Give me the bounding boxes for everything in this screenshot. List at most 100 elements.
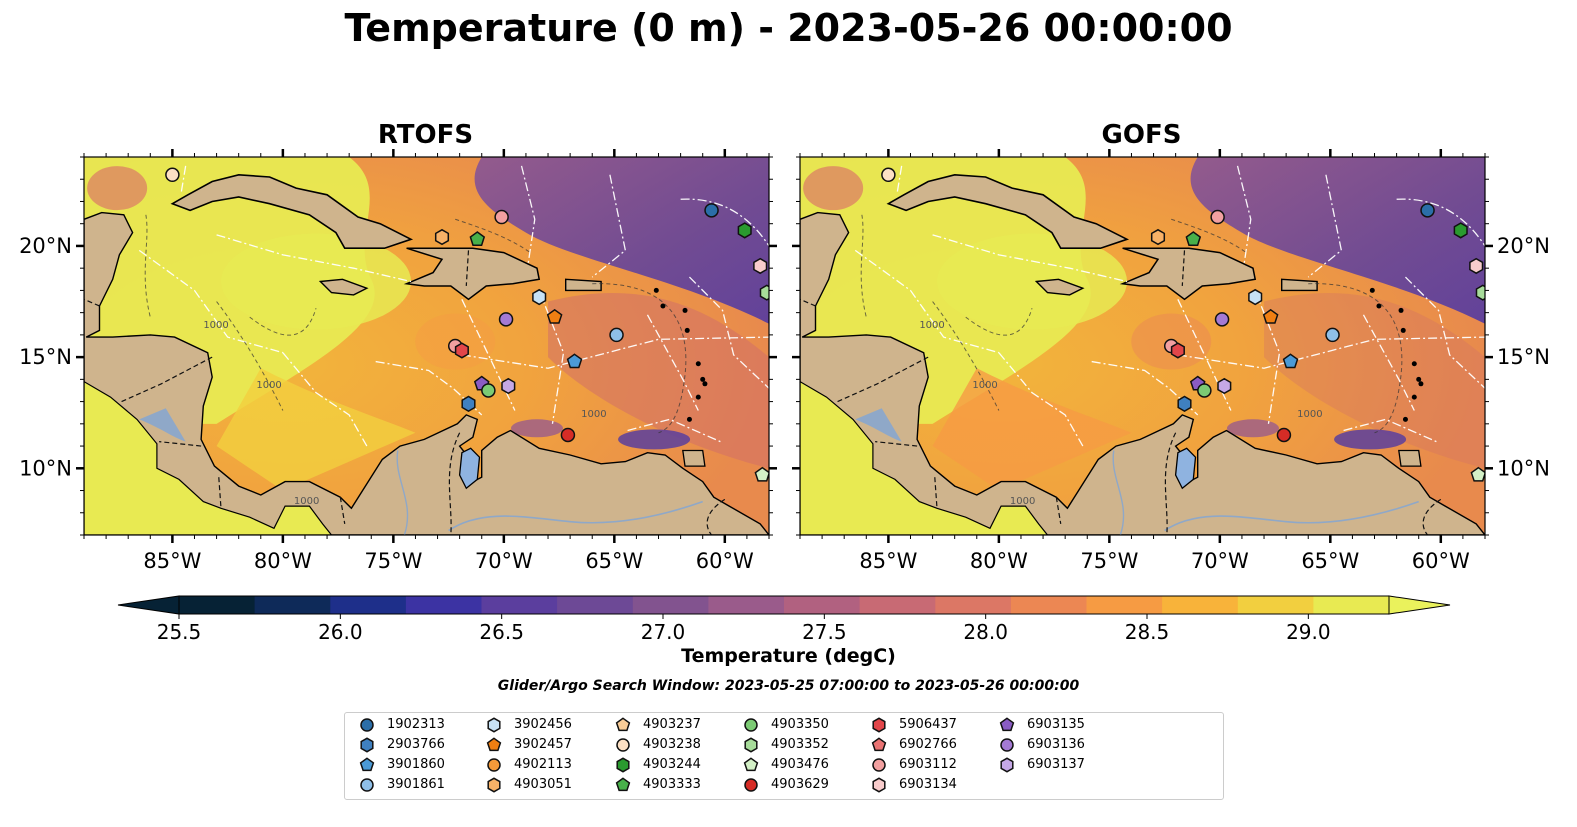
float-marker-6903136 [498,312,514,327]
isobath [860,214,867,318]
isobath [592,283,687,434]
isobath-label: 1000 [919,320,944,331]
float-marker-4903333 [1185,231,1202,246]
land-cuba [170,173,414,249]
land-puerto-rico [565,278,602,292]
hexagon-marker-icon [744,737,758,753]
figure-title: Temperature (0 m) - 2023-05-26 00:00:00 [344,6,1233,50]
pentagon-marker-icon [871,737,887,752]
lon-tick-label: 85°W [859,549,917,573]
map-frame [799,156,1486,536]
eez-boundary [854,249,1000,354]
lon-tick-label: 70°W [475,549,533,573]
legend-marker [359,757,375,772]
hexagon-marker-icon [487,717,501,733]
isobath [144,214,151,318]
hexagon-marker-icon [360,737,374,753]
legend-marker [487,758,501,772]
eez-boundary [1254,290,1281,424]
legend-marker [615,777,631,792]
legend-label: 3901861 [387,777,445,792]
float-marker-4903350 [481,383,496,398]
map-panel-rtofs: 1000 1000 1000 1000 85°W 80°W 75°W 70°W 65°W 60°W… [19,149,777,573]
colorbar-min-extension [117,595,180,615]
land-hispaniola [403,247,541,301]
pentagon-marker-icon [999,717,1015,732]
float-marker-3901860 [566,353,583,369]
colorbar-segment [557,596,634,614]
legend-marker [360,737,374,753]
isobath [216,301,284,411]
lon-tick-label: 65°W [1301,549,1359,573]
colorbar-segment [254,596,331,614]
colorbar-segment [708,596,785,614]
colorbar-segment [859,596,936,614]
circle-marker-icon [872,758,886,772]
float-marker-4903350 [1197,383,1212,398]
eez-boundary [180,165,187,193]
float-marker-4903629 [560,427,576,443]
lon-tick-label: 80°W [254,549,312,573]
colorbar-segment [330,596,407,614]
eez-boundary [1404,276,1485,389]
float-marker-4903051 [1150,228,1166,246]
lat-tick-label: 15°N [1497,345,1550,369]
legend-marker [871,737,887,752]
float-marker-1902313 [704,203,719,218]
legend-label: 6903112 [899,757,957,772]
legend-marker [743,757,759,772]
colorbar-segment [1010,596,1088,614]
colorbar-label: Temperature (degC) [681,645,896,667]
colorbar: 25.5 26.0 26.5 27.0 27.5 28.0 28.5 29.0 [117,595,1451,644]
eez-boundary [138,249,284,354]
legend-marker [872,777,886,793]
colorbar-segment [1086,596,1163,614]
legend-label: 4903476 [771,757,829,772]
legend-label: 4903333 [643,777,701,792]
eez-boundary [680,198,769,247]
lon-tick-label: 60°W [696,549,754,573]
colorbar-tick-label: 27.5 [802,620,847,644]
eez-boundary [1396,198,1485,247]
lake-maracaibo [1174,447,1197,490]
eez-boundary [627,418,721,443]
legend-marker [487,777,501,793]
eez-boundary [538,290,565,424]
legend-marker [487,717,501,733]
legend-label: 5906437 [899,717,957,732]
legend-marker [486,737,502,752]
legend-marker [744,718,758,732]
colorbar-segment [632,596,709,614]
cool-water-region [474,157,769,324]
colorbar-tick-label: 29.0 [1286,620,1331,644]
circle-marker-icon [744,778,758,792]
colorbar-segment [1237,596,1314,614]
legend-marker [744,737,758,753]
legend-label: 6903137 [1027,757,1085,772]
legend-marker [615,717,631,732]
colorbar-tick-label: 26.5 [479,620,524,644]
float-marker-6903137 [1217,377,1232,395]
float-marker-3902457 [1262,308,1279,324]
float-marker-4903352 [1475,284,1485,301]
legend-marker [1000,738,1014,752]
lon-tick-label: 60°W [1412,549,1470,573]
hexagon-marker-icon [616,757,630,773]
legend-marker [872,717,886,733]
float-marker-4903629 [1276,427,1292,443]
legend-label: 2903766 [387,737,445,752]
float-marker-5906437 [454,342,469,359]
colorbar-segment [935,596,1012,614]
panel-title-rtofs: RTOFS [377,120,474,150]
float-marker-6903112 [494,209,509,225]
legend-label: 6903134 [899,777,957,792]
float-marker-6903134 [753,257,768,275]
eez-boundary [1343,418,1437,443]
lon-tick-label: 65°W [585,549,643,573]
isobath [1308,283,1403,434]
legend-label: 6902766 [899,737,957,752]
land-cuba [886,173,1130,249]
land-hispaniola [1119,247,1257,301]
legend-label: 1902313 [387,717,445,732]
float-marker-5906437 [1170,342,1185,359]
